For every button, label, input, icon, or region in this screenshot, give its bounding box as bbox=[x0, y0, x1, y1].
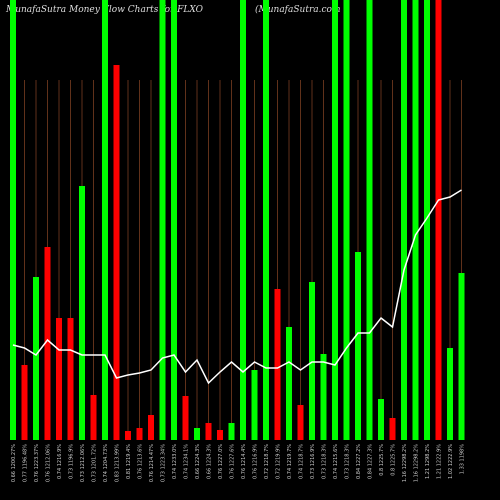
x-tick-label: 0.8 1225.7% bbox=[379, 444, 385, 476]
bar bbox=[136, 428, 143, 440]
bar bbox=[378, 399, 384, 440]
bar bbox=[240, 0, 246, 440]
bar bbox=[205, 423, 212, 440]
x-tick-label: 0.74 1219.7% bbox=[287, 444, 293, 479]
bar bbox=[458, 273, 465, 440]
x-tick-label: 0.74 1218.7% bbox=[299, 444, 305, 479]
bar bbox=[251, 370, 258, 440]
x-tick-label: 0.83 1213.99% bbox=[115, 444, 121, 482]
bar bbox=[320, 354, 327, 440]
x-tick-label: 1.16 12298.2% bbox=[414, 444, 420, 482]
x-tick-label: 0.66 1200.27% bbox=[11, 444, 17, 482]
x-tick-label: 0.77 1196.48% bbox=[23, 444, 29, 482]
x-tick-label: 1.33 1198% bbox=[460, 444, 466, 474]
bar bbox=[79, 186, 85, 440]
bar bbox=[332, 0, 338, 440]
bar bbox=[355, 252, 361, 440]
bar bbox=[343, 0, 350, 440]
money-flow-line bbox=[12, 189, 462, 385]
bar bbox=[297, 405, 304, 440]
bar bbox=[102, 0, 108, 440]
bar bbox=[424, 0, 430, 440]
x-tick-label: 0.84 1227.3% bbox=[368, 444, 374, 479]
bar bbox=[401, 0, 407, 440]
x-tick-label: 1.21 1298.2% bbox=[425, 444, 431, 479]
bar bbox=[274, 289, 281, 440]
x-tick-label: 0.73 1212.06% bbox=[80, 444, 86, 482]
x-tick-label: 0.66 1224.3% bbox=[195, 444, 201, 479]
x-tick-label: 0.76 1216.9% bbox=[253, 444, 259, 479]
x-tick-label: 0.81 1219.4% bbox=[126, 444, 132, 479]
bar bbox=[159, 0, 166, 440]
x-tick-label: 0.74 1215.6% bbox=[333, 444, 339, 479]
bar bbox=[148, 415, 154, 440]
x-tick-label: 0.73 1216.9% bbox=[310, 444, 316, 479]
bar bbox=[67, 318, 74, 440]
x-tick-label: 0.73 1196.9% bbox=[69, 444, 75, 479]
bar bbox=[194, 428, 200, 440]
bar bbox=[228, 423, 235, 440]
bar bbox=[447, 348, 453, 440]
bar bbox=[33, 277, 39, 440]
x-tick-label: 0.76 1227.0% bbox=[218, 444, 224, 479]
bar bbox=[44, 247, 51, 440]
bar bbox=[366, 0, 373, 440]
bar bbox=[10, 0, 16, 440]
bar bbox=[171, 0, 177, 440]
x-tick-label: 0.76 1214.47% bbox=[149, 444, 155, 482]
bar bbox=[113, 65, 120, 440]
bar bbox=[90, 395, 97, 440]
x-tick-label: 0.72 1218.7% bbox=[264, 444, 270, 479]
bar bbox=[286, 327, 292, 440]
x-tick-label: 1.16 12298.2% bbox=[402, 444, 408, 482]
x-tick-label: 0.73 1218.3% bbox=[345, 444, 351, 479]
x-tick-label: 0.66 1224.3% bbox=[207, 444, 213, 479]
x-tick-label: 1.02 1222.9% bbox=[448, 444, 454, 479]
bar bbox=[21, 365, 28, 440]
x-tick-label: 0.76 1214.4% bbox=[241, 444, 247, 479]
bar bbox=[412, 0, 419, 440]
x-tick-label: 0.72 1219.9% bbox=[276, 444, 282, 479]
x-tick-label: 0.76 1213.6% bbox=[138, 444, 144, 479]
x-tick-label: 0.76 1212.06% bbox=[46, 444, 52, 482]
bar bbox=[182, 396, 189, 440]
bar bbox=[217, 430, 223, 440]
x-tick-label: 1.21 1222.9% bbox=[437, 444, 443, 479]
x-tick-label: 0.84 1227.2% bbox=[356, 444, 362, 479]
x-tick-label: 0.73 1223.34% bbox=[161, 444, 167, 482]
x-tick-label: 0.74 1233.0% bbox=[172, 444, 178, 479]
bar bbox=[389, 418, 396, 440]
bar bbox=[309, 282, 315, 440]
chart-subtitle: (MunafaSutra.com bbox=[255, 4, 340, 15]
x-tick-label: 0.74 1216.9% bbox=[57, 444, 63, 479]
x-tick-label: 0.74 1234.1% bbox=[184, 444, 190, 479]
x-tick-label: 0.8 1225.7% bbox=[391, 444, 397, 476]
bar bbox=[263, 0, 269, 440]
x-tick-label: 0.73 1218.3% bbox=[322, 444, 328, 479]
x-tick-label: 0.76 1227.6% bbox=[230, 444, 236, 479]
bar bbox=[125, 431, 131, 440]
bar bbox=[56, 318, 62, 440]
bar bbox=[435, 0, 442, 440]
x-tick-label: 0.73 1201.72% bbox=[92, 444, 98, 482]
x-tick-label: 0.74 1204.73% bbox=[103, 444, 109, 482]
x-tick-label: 0.76 1223.37% bbox=[34, 444, 40, 482]
